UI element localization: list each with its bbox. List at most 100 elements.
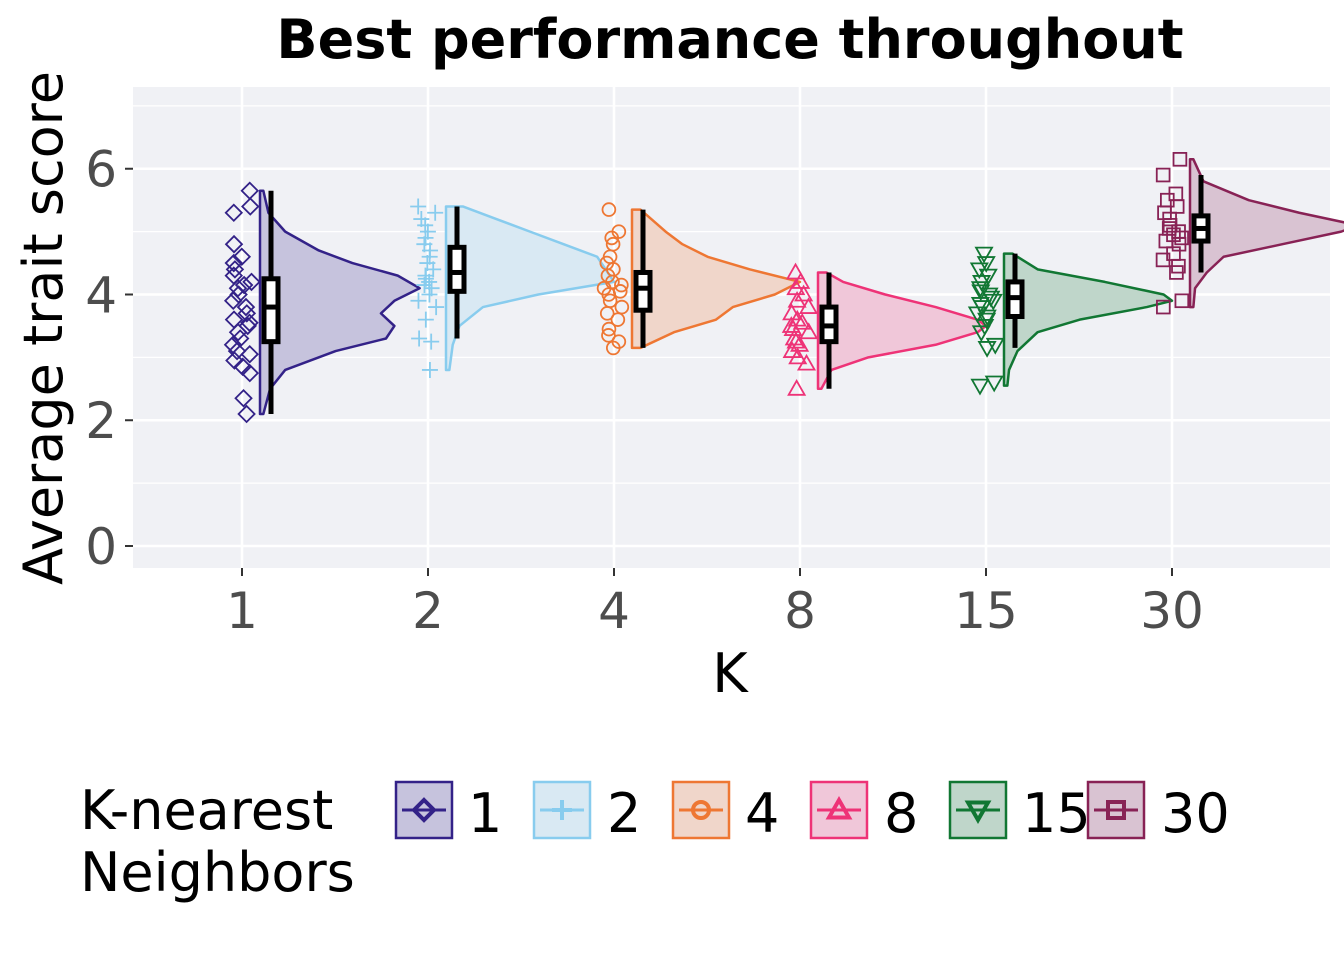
point-1: [240, 181, 260, 201]
point-8: [787, 378, 807, 396]
point-30: [1155, 167, 1171, 183]
box-4: [633, 269, 653, 313]
y-tick-label: 2: [85, 392, 117, 450]
legend-label-1: 1: [468, 782, 502, 845]
point-1: [241, 197, 260, 216]
point-15: [970, 281, 990, 299]
point-1: [224, 310, 244, 329]
point-1: [223, 335, 243, 355]
y-tick-label: 0: [85, 518, 117, 576]
point-1: [223, 291, 243, 311]
point-15: [978, 268, 998, 286]
point-1: [224, 253, 244, 273]
point-8: [799, 322, 819, 340]
point-2: [410, 292, 427, 309]
x-tick-label: 8: [784, 582, 816, 640]
point-4: [601, 321, 617, 337]
point-2: [416, 236, 433, 253]
legend-label-4: 4: [745, 782, 779, 845]
point-2: [419, 223, 436, 240]
point-15: [977, 309, 997, 327]
point-1: [234, 388, 253, 408]
point-15: [974, 246, 994, 264]
point-2: [421, 361, 438, 378]
point-4: [605, 236, 621, 252]
point-15: [970, 378, 990, 396]
point-30: [1156, 299, 1171, 315]
legend-title: K-nearest: [80, 779, 333, 842]
point-1: [236, 297, 256, 317]
x-axis-title: K: [712, 642, 749, 705]
legend-key-shape: [411, 797, 437, 823]
point-1: [240, 313, 259, 333]
point-30: [1174, 293, 1190, 309]
point-4: [614, 277, 629, 293]
point-2: [413, 211, 430, 228]
point-4: [611, 334, 627, 349]
point-1: [225, 351, 244, 370]
box-1: [261, 276, 281, 345]
point-8: [782, 303, 802, 321]
point-15: [977, 341, 997, 358]
density-1: [258, 189, 421, 416]
point-2: [423, 280, 440, 297]
point-4: [602, 293, 618, 309]
point-1: [233, 357, 252, 377]
point-30: [1172, 152, 1188, 167]
x-tick-label: 15: [954, 582, 1018, 640]
point-2: [419, 255, 436, 272]
point-30: [1168, 186, 1184, 202]
point-8: [785, 262, 806, 280]
legend-key-shape: [691, 800, 711, 820]
point-4: [611, 224, 627, 239]
point-8: [792, 312, 812, 330]
point-15: [985, 337, 1005, 355]
point-1: [224, 203, 244, 223]
point-8: [791, 272, 811, 289]
x-tick-label: 4: [598, 582, 630, 640]
legend-key-shape: [552, 800, 572, 820]
x-axis-ticks: 1 2 4 8 15 30: [226, 568, 1204, 640]
density-clouds: [258, 158, 1344, 416]
point-15: [971, 284, 991, 302]
point-1: [237, 404, 256, 424]
point-1: [227, 341, 247, 361]
point-15: [972, 275, 992, 292]
y-axis-ticks: 0 2 4 6: [85, 141, 133, 576]
point-15: [977, 312, 997, 330]
point-1: [240, 363, 260, 383]
y-axis-title: Average trait score: [12, 71, 75, 585]
point-1: [228, 278, 248, 298]
x-tick-label: 2: [412, 582, 444, 640]
point-15: [984, 375, 1004, 393]
point-15: [979, 287, 999, 305]
chart-title: Best performance throughout: [276, 8, 1183, 71]
legend-key-shape: [964, 800, 992, 825]
point-4: [610, 312, 626, 327]
point-1: [224, 234, 244, 254]
point-4: [601, 328, 616, 343]
box-plots: [261, 175, 1211, 414]
point-2: [423, 333, 440, 350]
point-4: [614, 299, 630, 315]
point-4: [612, 284, 628, 299]
legend-key-shape: [1106, 800, 1126, 820]
legend-label-30: 30: [1161, 782, 1230, 845]
x-tick-label: 30: [1140, 582, 1204, 640]
point-2: [417, 267, 434, 284]
point-15: [969, 262, 989, 280]
jitter-points: [223, 152, 1190, 424]
point-2: [428, 299, 445, 316]
legend-label-2: 2: [607, 782, 641, 845]
legend-label-15: 15: [1022, 782, 1091, 845]
y-tick-label: 4: [85, 266, 117, 324]
box-2: [447, 244, 467, 294]
point-2: [427, 204, 444, 221]
point-2: [411, 330, 428, 347]
point-2: [417, 217, 434, 234]
point-2: [410, 198, 427, 215]
x-tick-label: 1: [226, 582, 258, 640]
point-1: [232, 247, 252, 267]
